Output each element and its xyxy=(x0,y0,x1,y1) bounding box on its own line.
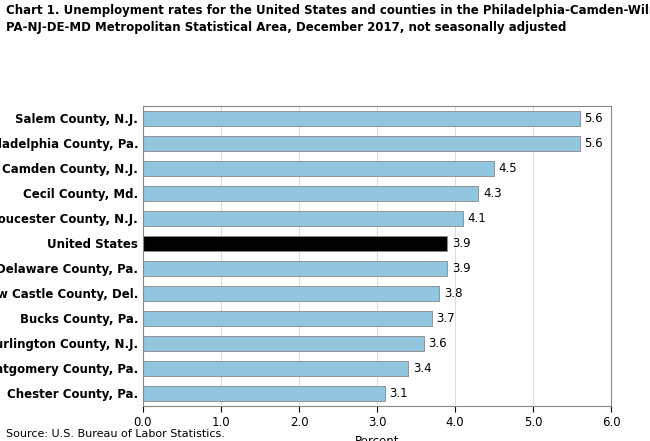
Bar xyxy=(143,161,494,176)
Text: 5.6: 5.6 xyxy=(584,137,603,150)
Text: 3.6: 3.6 xyxy=(428,337,447,350)
Text: 3.9: 3.9 xyxy=(452,237,471,250)
Bar xyxy=(143,386,385,401)
Text: 4.5: 4.5 xyxy=(499,162,517,175)
Bar xyxy=(143,336,424,351)
Text: 3.8: 3.8 xyxy=(444,287,463,300)
Bar xyxy=(143,236,447,251)
Text: 3.4: 3.4 xyxy=(413,362,432,375)
Bar xyxy=(143,286,439,301)
Text: Chart 1. Unemployment rates for the United States and counties in the Philadelph: Chart 1. Unemployment rates for the Unit… xyxy=(6,4,650,34)
Text: Source: U.S. Bureau of Labor Statistics.: Source: U.S. Bureau of Labor Statistics. xyxy=(6,429,226,439)
Bar xyxy=(143,261,447,276)
Text: 3.7: 3.7 xyxy=(436,312,455,325)
Text: 3.9: 3.9 xyxy=(452,262,471,275)
Bar xyxy=(143,211,463,226)
Text: 4.1: 4.1 xyxy=(467,212,486,225)
Bar xyxy=(143,111,580,126)
Text: 4.3: 4.3 xyxy=(483,187,502,200)
Text: 5.6: 5.6 xyxy=(584,112,603,125)
Bar xyxy=(143,311,432,326)
Text: 3.1: 3.1 xyxy=(389,387,408,400)
Bar xyxy=(143,186,478,201)
Bar xyxy=(143,136,580,151)
Bar xyxy=(143,361,408,376)
X-axis label: Percent: Percent xyxy=(355,435,399,441)
